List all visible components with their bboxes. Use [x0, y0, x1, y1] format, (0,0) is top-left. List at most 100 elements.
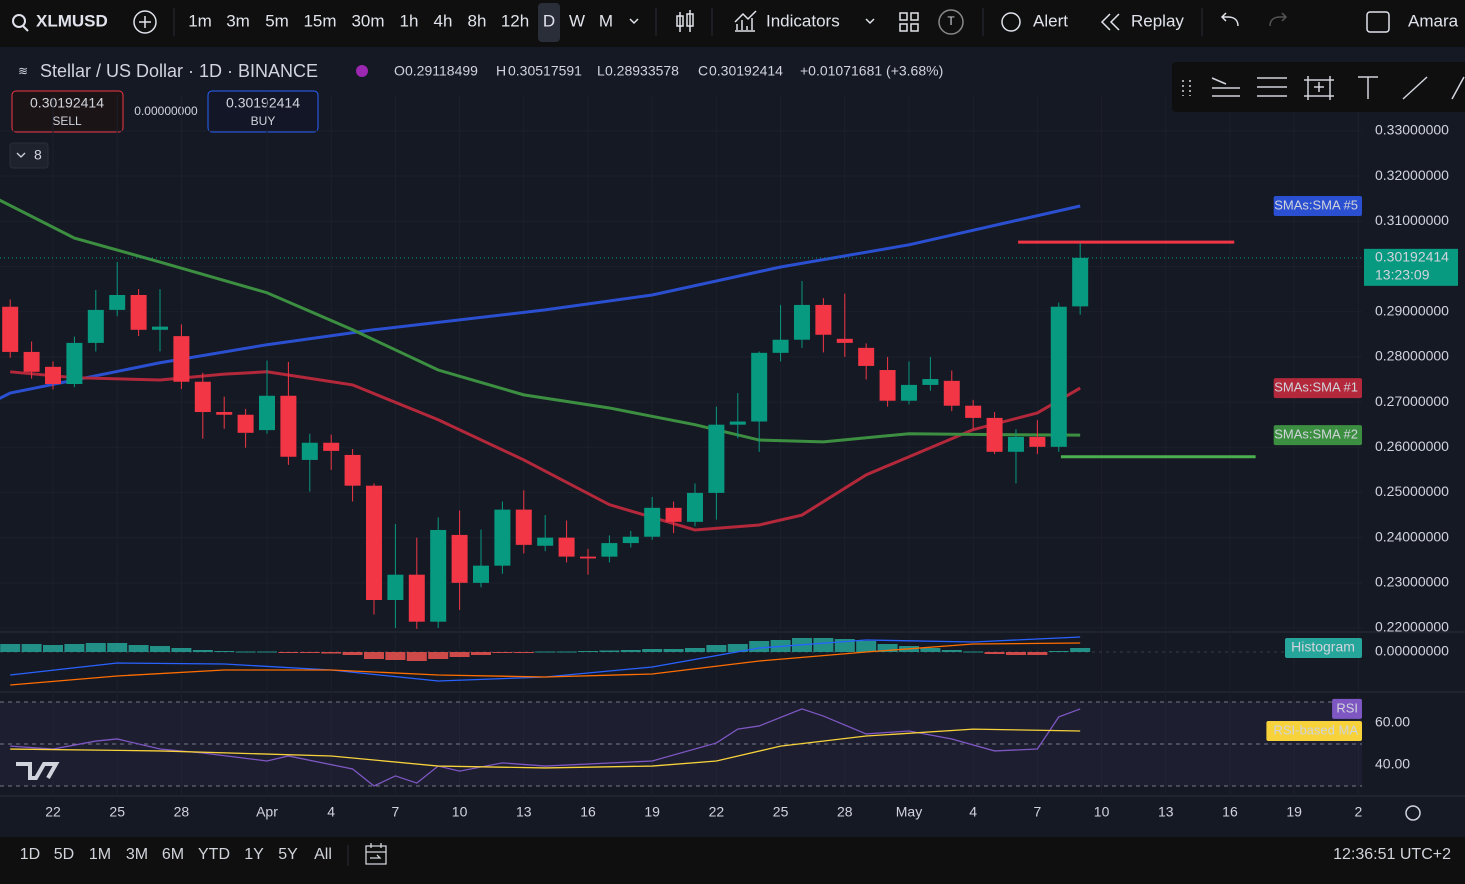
range-button[interactable]: 5Y: [278, 846, 298, 863]
timeframe[interactable]: 12h: [501, 11, 529, 30]
tool-icon[interactable]: [1304, 76, 1334, 100]
timeframe[interactable]: 30m: [351, 11, 384, 30]
replay-icon[interactable]: [1100, 13, 1120, 31]
range-button[interactable]: 6M: [162, 846, 184, 863]
histogram-bar: [1070, 648, 1091, 652]
redo[interactable]: [1269, 12, 1288, 27]
badge[interactable]: [938, 9, 964, 35]
timeframe[interactable]: 8h: [468, 11, 487, 30]
timeframe[interactable]: W: [569, 11, 585, 30]
histogram-bar: [406, 652, 427, 661]
histogram-bar: [556, 651, 577, 653]
histogram-bar: [642, 649, 663, 652]
candle-body: [665, 507, 682, 522]
histogram-bar: [85, 643, 106, 652]
replay-button[interactable]: Replay: [1131, 11, 1184, 30]
data-source-icon: [356, 65, 368, 77]
symbol[interactable]: XLMUSD: [36, 11, 108, 30]
x-tick-label: May: [896, 804, 922, 820]
range-button[interactable]: 1D: [20, 846, 40, 863]
range-button[interactable]: 5D: [54, 846, 74, 863]
candle-body: [173, 336, 190, 382]
histogram-bar: [214, 651, 235, 652]
tool-icon[interactable]: [1211, 77, 1240, 97]
candle-body: [815, 304, 832, 335]
y-tick-label: 0.29000000: [1375, 302, 1449, 318]
candle-body: [194, 381, 211, 413]
y-tick-label: 0.28000000: [1375, 348, 1449, 364]
goto-date[interactable]: [365, 843, 387, 865]
chart-type-icon[interactable]: [676, 10, 694, 32]
timeframe[interactable]: 15m: [303, 11, 336, 30]
x-tick-label: 2: [1354, 804, 1362, 820]
histogram-bar: [620, 650, 641, 652]
histogram-bar: [150, 646, 171, 652]
histogram-bar: [278, 652, 299, 653]
last-price: 0.30192414: [1375, 249, 1449, 265]
ohlc-value: 0.30517591: [508, 63, 582, 79]
candle-body: [472, 565, 489, 583]
histogram-bar: [428, 652, 449, 659]
tool-icon[interactable]: [1358, 76, 1378, 99]
x-tick-label: 25: [109, 804, 125, 820]
candle-body: [836, 338, 853, 343]
y-tick-label: 0.31000000: [1375, 212, 1449, 228]
indicators-icon[interactable]: [734, 10, 757, 32]
tool-icon[interactable]: [1257, 77, 1287, 97]
series-tag-label: SMAs:SMA #1: [1274, 380, 1358, 395]
x-tick-label: 22: [709, 804, 725, 820]
y-tick-label: 0.23000000: [1375, 574, 1449, 590]
user-name[interactable]: Amara: [1408, 11, 1459, 30]
x-tick-label: 7: [391, 804, 399, 820]
alert-icon[interactable]: [1001, 12, 1021, 32]
buy-price: 0.30192414: [226, 95, 300, 111]
candle-body: [644, 507, 661, 537]
add-symbol[interactable]: [133, 10, 157, 34]
indicator-toggle[interactable]: [9, 142, 49, 169]
range-button[interactable]: YTD: [198, 846, 230, 863]
candle-body: [729, 421, 746, 425]
indicators-button[interactable]: Indicators: [766, 11, 840, 30]
timeframe[interactable]: 4h: [434, 11, 453, 30]
fullscreen[interactable]: [1366, 11, 1390, 33]
candle-body: [986, 417, 1003, 452]
settings[interactable]: [1405, 805, 1421, 821]
x-tick-label: 7: [1033, 804, 1041, 820]
timeframe[interactable]: 5m: [265, 11, 289, 30]
histogram-bar: [171, 648, 192, 652]
macd-line: [10, 642, 1081, 686]
alert-button[interactable]: Alert: [1033, 11, 1068, 30]
dropdown[interactable]: [865, 18, 875, 25]
timeframe[interactable]: 1h: [400, 11, 419, 30]
range-button[interactable]: 3M: [126, 846, 148, 863]
dropdown[interactable]: [629, 18, 639, 25]
candle-body: [387, 574, 404, 601]
range-button[interactable]: 1M: [89, 846, 111, 863]
timeframe[interactable]: D: [543, 11, 555, 30]
add-symbol-icon: [139, 16, 151, 28]
badge-text: T: [947, 14, 955, 28]
range-button[interactable]: 1Y: [244, 846, 264, 863]
x-tick-label: 4: [969, 804, 977, 820]
timeframe[interactable]: 3m: [226, 11, 250, 30]
histogram-bar: [470, 652, 491, 655]
y-tick-label: 0.32000000: [1375, 167, 1449, 183]
buy-button[interactable]: [207, 90, 319, 133]
sell-button[interactable]: [11, 90, 124, 133]
candle-body: [1007, 436, 1024, 452]
timeframe[interactable]: M: [599, 11, 613, 30]
legend-title: Stellar / US Dollar · 1D · BINANCE: [40, 61, 318, 81]
tool-icon[interactable]: [1451, 76, 1465, 100]
tool-icon[interactable]: [1402, 76, 1428, 100]
histogram-bar: [1027, 652, 1048, 655]
x-tick-label: 25: [773, 804, 789, 820]
range-button[interactable]: All: [314, 846, 332, 863]
undo[interactable]: [1220, 12, 1239, 27]
x-tick-label: Apr: [256, 804, 278, 820]
layouts-icon[interactable]: [899, 12, 919, 32]
search-icon[interactable]: [12, 14, 26, 28]
indicator-line: [0, 198, 1081, 444]
series-tag: [1273, 195, 1362, 216]
timeframe[interactable]: 1m: [188, 11, 212, 30]
